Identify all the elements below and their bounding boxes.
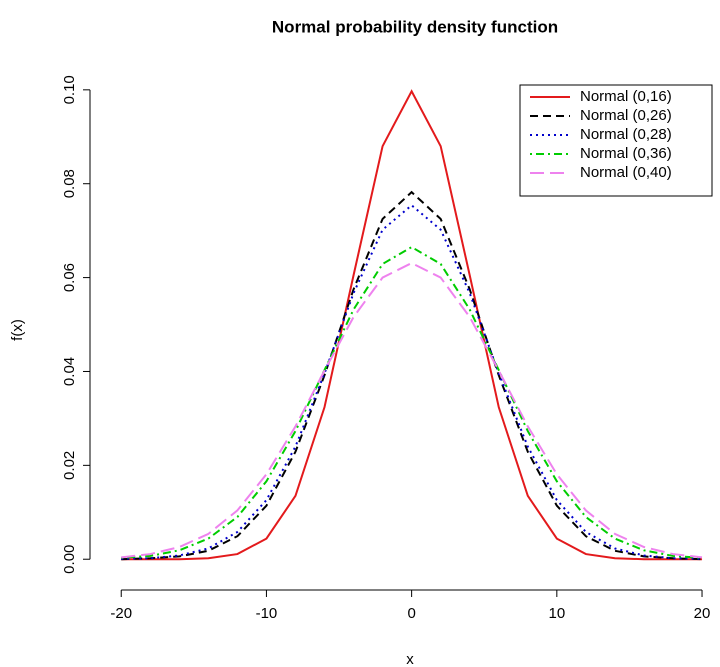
y-tick-label: 0.00: [61, 545, 78, 574]
legend-label: Normal (0,40): [580, 164, 672, 181]
legend-box: [519, 84, 713, 197]
series-line: [121, 203, 703, 560]
legend-label: Normal (0,26): [580, 107, 672, 124]
x-tick-label: 0: [407, 605, 415, 622]
x-axis-title: x: [406, 651, 414, 667]
series-line: [121, 261, 703, 559]
y-tick-label: 0.08: [61, 169, 78, 198]
series-line: [121, 89, 703, 561]
legend-label: Normal (0,16): [580, 88, 672, 105]
y-tick-label: 0.02: [61, 451, 78, 480]
chart-title: Normal probability density function: [272, 17, 558, 36]
series-line: [121, 245, 703, 559]
y-axis-title: f(x): [9, 319, 26, 341]
series-line: [121, 190, 703, 561]
x-tick-label: 20: [694, 605, 711, 622]
y-tick-label: 0.06: [61, 263, 78, 292]
x-tick-label: -10: [256, 605, 278, 622]
legend-label: Normal (0,36): [580, 145, 672, 162]
x-tick-label: -20: [110, 605, 132, 622]
legend-label: Normal (0,28): [580, 126, 672, 143]
y-tick-label: 0.10: [61, 75, 78, 104]
y-tick-label: 0.04: [61, 357, 78, 386]
x-tick-label: 10: [548, 605, 565, 622]
